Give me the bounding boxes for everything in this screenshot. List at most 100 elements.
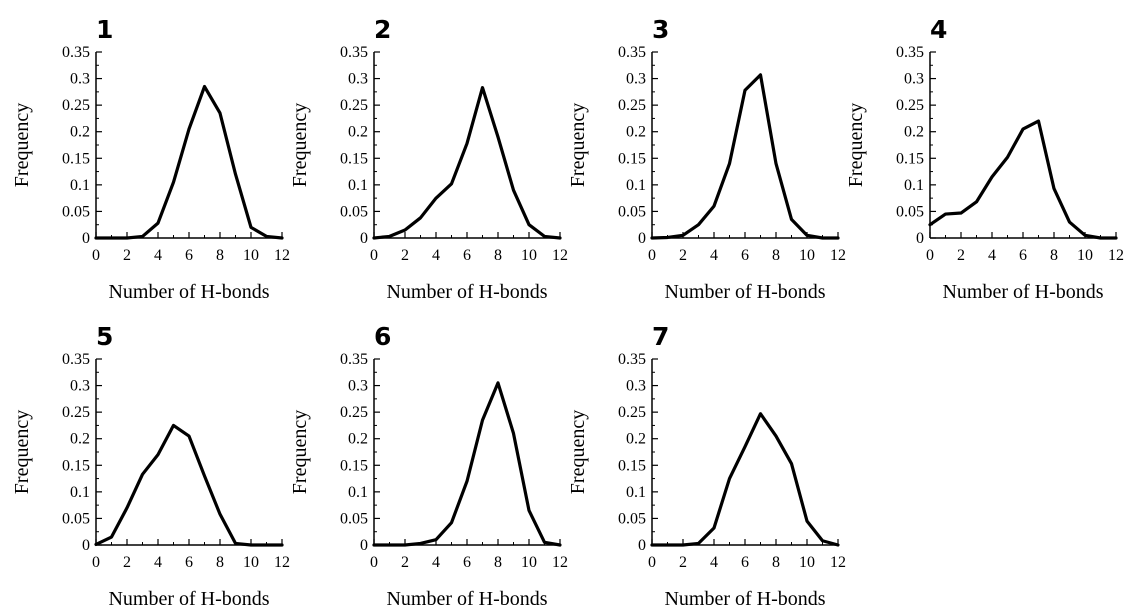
- y-tick-label: 0.05: [340, 510, 368, 527]
- y-tick-label: 0.1: [348, 177, 368, 194]
- x-tick-label: 4: [154, 554, 162, 571]
- chart-panel-2: 0 2 4 6 8 10 12 0 0.05 0.1 0.15 0.2 0.25 0.3 0.35 2 Numb…: [289, 15, 568, 303]
- panel-label: 4: [930, 15, 947, 44]
- x-tick-label: 10: [799, 554, 815, 571]
- y-tick-label: 0.25: [340, 404, 368, 421]
- y-tick-label: 0.1: [70, 177, 90, 194]
- x-tick-label: 12: [552, 554, 568, 571]
- chart-panel-3: 0 2 4 6 8 10 12 0 0.05 0.1 0.15 0.2 0.25 0.3 0.35 3 Numb…: [567, 15, 846, 303]
- x-tick-label: 12: [830, 247, 846, 264]
- x-tick-label: 6: [741, 247, 749, 264]
- y-tick-label: 0.35: [896, 44, 924, 61]
- y-tick-label: 0.15: [62, 150, 90, 167]
- x-tick-label: 2: [401, 554, 409, 571]
- y-tick-label: 0.2: [70, 431, 90, 448]
- x-axis-label: Number of H-bonds: [664, 588, 825, 610]
- y-tick-label: 0.25: [340, 97, 368, 114]
- y-tick-label: 0.2: [626, 431, 646, 448]
- y-tick-label: 0: [916, 230, 924, 247]
- x-tick-label: 10: [1077, 247, 1093, 264]
- y-tick-label: 0: [360, 230, 368, 247]
- y-tick-label: 0.15: [340, 150, 368, 167]
- y-tick-label: 0.35: [618, 351, 646, 368]
- x-tick-label: 12: [1108, 247, 1124, 264]
- x-axis-label: Number of H-bonds: [108, 588, 269, 610]
- x-tick-label: 8: [1050, 247, 1058, 264]
- y-tick-label: 0: [638, 537, 646, 554]
- x-tick-label: 6: [741, 554, 749, 571]
- y-axis-label: Frequency: [11, 103, 33, 187]
- y-tick-label: 0.35: [340, 351, 368, 368]
- y-tick-label: 0.1: [904, 177, 924, 194]
- series-line: [372, 86, 562, 240]
- y-tick-label: 0.25: [618, 404, 646, 421]
- y-tick-label: 0.15: [896, 150, 924, 167]
- y-tick-label: 0.3: [70, 378, 90, 395]
- x-tick-label: 0: [648, 247, 656, 264]
- y-axis-label: Frequency: [567, 103, 589, 187]
- x-tick-label: 4: [710, 247, 718, 264]
- y-tick-label: 0.15: [62, 457, 90, 474]
- x-tick-label: 0: [92, 554, 100, 571]
- x-tick-label: 2: [123, 247, 131, 264]
- y-tick-label: 0.25: [896, 97, 924, 114]
- y-tick-label: 0: [360, 537, 368, 554]
- x-tick-label: 12: [274, 554, 290, 571]
- y-tick-label: 0.2: [348, 124, 368, 141]
- y-tick-label: 0.05: [62, 510, 90, 527]
- y-tick-label: 0.2: [70, 124, 90, 141]
- y-axis-label: Frequency: [289, 410, 311, 494]
- x-tick-label: 6: [185, 554, 193, 571]
- series-line: [94, 84, 284, 240]
- x-tick-label: 0: [926, 247, 934, 264]
- y-tick-label: 0: [638, 230, 646, 247]
- y-tick-label: 0.15: [618, 457, 646, 474]
- x-tick-label: 2: [957, 247, 965, 264]
- y-tick-label: 0.25: [62, 97, 90, 114]
- x-tick-label: 6: [1019, 247, 1027, 264]
- series-line: [650, 73, 840, 240]
- y-tick-label: 0: [82, 230, 90, 247]
- x-tick-label: 8: [494, 554, 502, 571]
- y-tick-label: 0.05: [62, 203, 90, 220]
- y-tick-label: 0.35: [62, 44, 90, 61]
- panel-label: 7: [652, 322, 669, 351]
- panel-label: 5: [96, 322, 113, 351]
- y-tick-label: 0.25: [62, 404, 90, 421]
- x-tick-label: 8: [772, 247, 780, 264]
- x-tick-label: 2: [401, 247, 409, 264]
- panel-label: 1: [96, 15, 113, 44]
- x-tick-label: 0: [370, 247, 378, 264]
- x-tick-label: 10: [521, 554, 537, 571]
- panel-label: 3: [652, 15, 669, 44]
- series-line: [372, 381, 562, 547]
- y-tick-label: 0.35: [62, 351, 90, 368]
- y-tick-label: 0.15: [618, 150, 646, 167]
- y-tick-label: 0.25: [618, 97, 646, 114]
- x-tick-label: 4: [154, 247, 162, 264]
- x-tick-label: 8: [216, 247, 224, 264]
- x-tick-label: 0: [370, 554, 378, 571]
- x-tick-label: 4: [710, 554, 718, 571]
- chart-panel-5: 0 2 4 6 8 10 12 0 0.05 0.1 0.15 0.2 0.25 0.3 0.35 5 Numb…: [11, 322, 290, 610]
- x-tick-label: 0: [92, 247, 100, 264]
- x-tick-label: 4: [988, 247, 996, 264]
- x-axis-label: Number of H-bonds: [386, 281, 547, 303]
- y-tick-label: 0.15: [340, 457, 368, 474]
- x-tick-label: 8: [772, 554, 780, 571]
- x-tick-label: 12: [830, 554, 846, 571]
- x-tick-label: 6: [463, 554, 471, 571]
- y-tick-label: 0.3: [348, 71, 368, 88]
- x-tick-label: 10: [243, 247, 259, 264]
- y-tick-label: 0.05: [340, 203, 368, 220]
- series-line: [928, 119, 1118, 240]
- y-tick-label: 0.1: [348, 484, 368, 501]
- x-axis-label: Number of H-bonds: [664, 281, 825, 303]
- x-tick-label: 12: [274, 247, 290, 264]
- x-tick-label: 10: [521, 247, 537, 264]
- panel-label: 2: [374, 15, 391, 44]
- chart-panel-4: 0 2 4 6 8 10 12 0 0.05 0.1 0.15 0.2 0.25 0.3 0.35 4 Numb…: [845, 15, 1124, 303]
- x-axis-label: Number of H-bonds: [942, 281, 1103, 303]
- x-tick-label: 10: [799, 247, 815, 264]
